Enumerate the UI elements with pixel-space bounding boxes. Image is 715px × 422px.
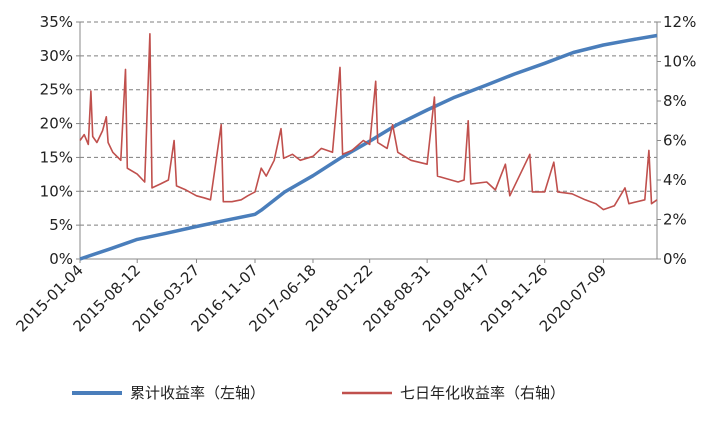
right-y-tick-label: 10% xyxy=(663,53,696,71)
right-y-tick-label: 4% xyxy=(663,171,687,189)
left-y-tick-label: 10% xyxy=(40,182,73,200)
left-y-tick-labels: 0% 5% 10% 15% 20% 25% 30% 35% xyxy=(40,13,80,268)
right-y-tick-label: 8% xyxy=(663,92,687,110)
left-y-tick-label: 30% xyxy=(40,47,73,65)
right-y-tick-label: 2% xyxy=(663,211,687,229)
right-y-tick-label: 12% xyxy=(663,13,696,31)
legend: 累计收益率（左轴） 七日年化收益率（右轴） xyxy=(72,384,565,402)
right-y-tick-labels: 0% 2% 4% 6% 8% 10% 12% xyxy=(657,13,696,268)
left-y-tick-label: 35% xyxy=(40,13,73,31)
left-y-tick-label: 15% xyxy=(40,148,73,166)
right-y-tick-label: 6% xyxy=(663,132,687,150)
grid-lines xyxy=(80,21,657,226)
left-y-tick-label: 20% xyxy=(40,115,73,133)
left-y-tick-label: 25% xyxy=(40,81,73,99)
right-y-tick-label: 0% xyxy=(663,250,687,268)
seven-day-yield-line xyxy=(79,32,658,211)
legend-label: 七日年化收益率（右轴） xyxy=(400,384,565,402)
series-layer xyxy=(79,32,658,261)
left-y-tick-label: 0% xyxy=(49,250,73,268)
left-y-tick-label: 5% xyxy=(49,216,73,234)
x-tick-labels: 2015-01-042015-08-122016-03-272016-11-07… xyxy=(12,259,610,335)
legend-label: 累计收益率（左轴） xyxy=(130,384,265,402)
cumulative-return-line xyxy=(79,33,658,261)
